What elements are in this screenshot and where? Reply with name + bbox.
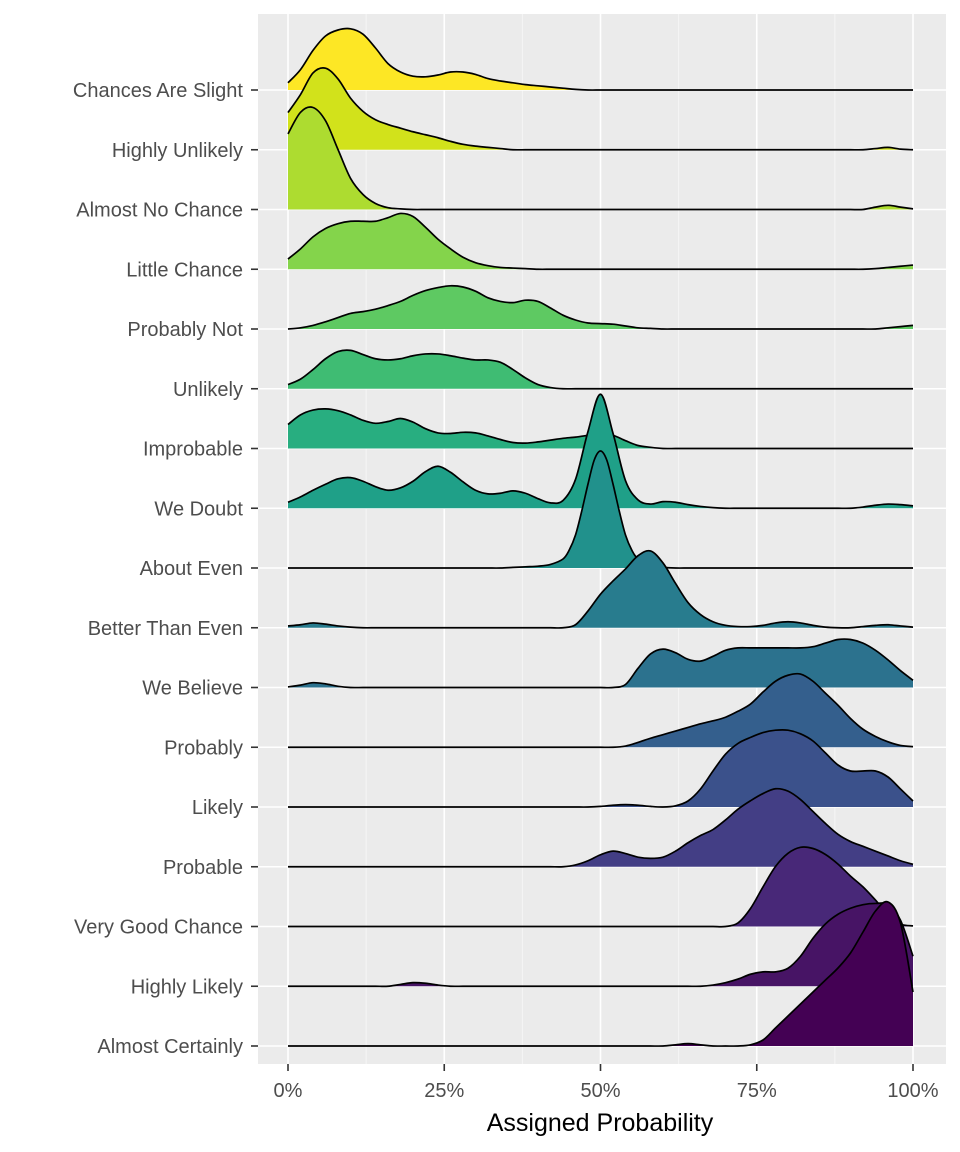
ridge-outline (287, 27, 913, 91)
ridge-fill (288, 673, 913, 748)
ridge-outline (287, 393, 914, 510)
y-tick-label: Likely (192, 797, 243, 819)
x-tick-label: 75% (737, 1080, 777, 1102)
x-tick-label: 50% (580, 1080, 620, 1102)
ridge-fill (288, 213, 913, 270)
y-tick-label: Unlikely (173, 379, 243, 401)
y-tick-label: Probable (163, 857, 243, 879)
ridge-chances-are-slight (287, 27, 913, 91)
ridge-outline (287, 638, 914, 689)
ridge-outline (287, 900, 914, 1047)
ridge-fill (288, 285, 913, 330)
ridge-likely (288, 728, 914, 808)
ridge-fill (288, 639, 913, 688)
ridge-almost-certainly (287, 900, 914, 1047)
x-axis: 0% 25% 50% 75% 100% (274, 1064, 939, 1102)
ridge-very-good-chance (288, 846, 914, 928)
x-tick-label: 25% (424, 1080, 464, 1102)
y-tick-label: Little Chance (126, 259, 243, 281)
y-tick-label: Probably (164, 737, 243, 759)
ridge-fill (288, 350, 913, 389)
ridge-outline (287, 284, 914, 330)
ridge-fill (288, 451, 913, 569)
ridge-probably (288, 672, 914, 749)
ridge-outline (287, 349, 913, 390)
ridge-outline (287, 106, 914, 211)
x-axis-title: Assigned Probability (487, 1109, 714, 1137)
ridge-outline (288, 672, 914, 749)
y-tick-label: We Believe (142, 678, 243, 700)
ridge-fill (288, 550, 913, 628)
ridge-outline (288, 787, 914, 868)
ridge-fill (288, 67, 913, 150)
y-axis: Chances Are Slight Highly Unlikely Almost … (73, 80, 258, 1058)
ridge-outline (288, 846, 914, 928)
ridge-better-than-even (287, 549, 914, 629)
ridge-little-chance (287, 212, 914, 271)
ridge-outline (288, 450, 913, 569)
y-tick-label: Very Good Chance (74, 917, 243, 939)
ridge-fill (288, 28, 913, 91)
ridge-outline (288, 902, 914, 988)
y-tick-label: Almost No Chance (76, 200, 243, 222)
y-tick-label: Improbable (143, 439, 243, 461)
x-tick-label: 0% (274, 1080, 303, 1102)
ridge-fill (288, 846, 913, 927)
x-tick-label: 100% (887, 1080, 938, 1102)
ridge-outline (288, 728, 914, 808)
y-tick-label: We Doubt (154, 498, 243, 520)
ridge-fill (288, 107, 913, 210)
ridge-outline (287, 67, 914, 151)
ridge-fill (288, 788, 913, 867)
ridge-about-even (288, 450, 913, 569)
ridge-fill (288, 408, 913, 449)
ridge-probable (288, 787, 914, 868)
y-tick-label: Better Than Even (88, 618, 243, 640)
ridge-almost-no-chance (287, 106, 914, 211)
ridge-we-believe (287, 638, 914, 689)
y-tick-label: Chances Are Slight (73, 80, 244, 102)
y-tick-label: Highly Likely (131, 976, 243, 998)
y-tick-label: Highly Unlikely (112, 140, 243, 162)
y-tick-label: About Even (140, 558, 243, 580)
y-tick-label: Probably Not (127, 319, 243, 341)
ridge-highly-unlikely (287, 67, 914, 151)
ridge-outline (287, 212, 914, 271)
grid-minor (365, 14, 836, 1064)
ridges (287, 27, 914, 1047)
ridge-probably-not (287, 284, 914, 330)
ridge-fill (288, 729, 913, 808)
ridge-outline (287, 549, 914, 629)
ridge-fill (288, 901, 913, 1047)
y-tick-label: Almost Certainly (97, 1036, 243, 1058)
ridge-unlikely (287, 349, 913, 390)
